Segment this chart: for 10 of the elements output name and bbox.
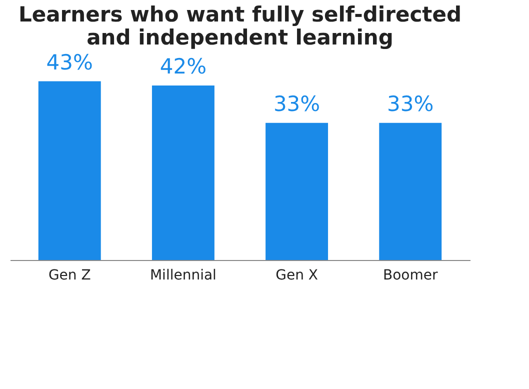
text: Learners who want fully self-directed	[18, 2, 462, 26]
x-tick-label: Gen X	[276, 268, 318, 284]
x-tick-label: Gen Z	[48, 268, 91, 284]
text: and independent learning	[86, 25, 394, 50]
data-label: 43%	[46, 50, 93, 74]
data-label: 33%	[273, 92, 320, 116]
data-label: 42%	[160, 54, 207, 78]
x-tick-label: Boomer	[382, 268, 438, 284]
x-tick-label: Millennial	[150, 268, 216, 284]
data-label: 33%	[387, 92, 434, 116]
